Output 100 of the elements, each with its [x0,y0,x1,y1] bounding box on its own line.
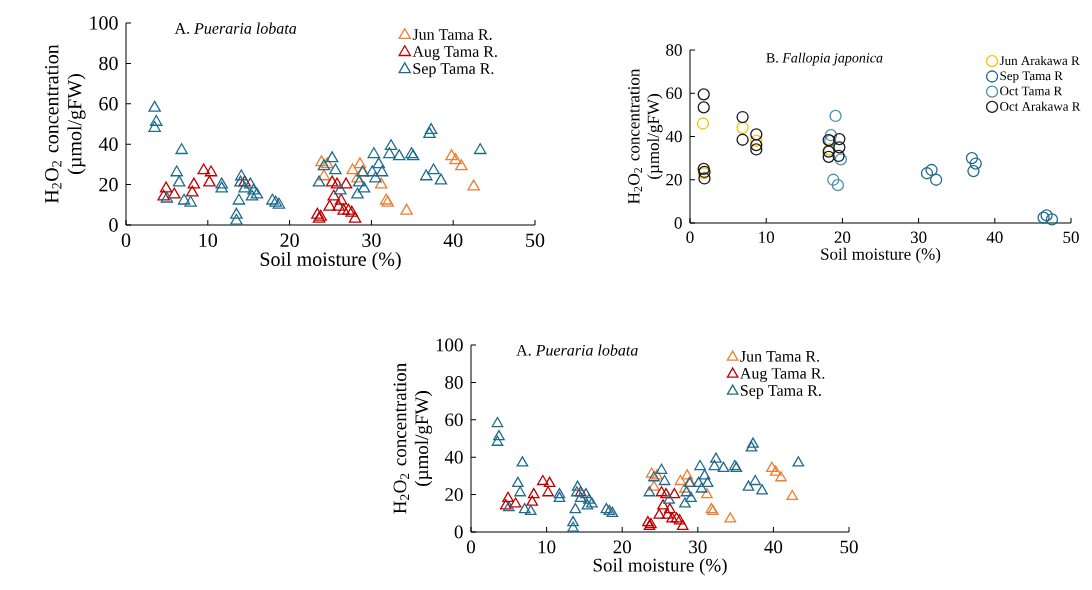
point [327,189,341,201]
point [351,187,364,199]
point [250,187,264,199]
point [681,469,694,480]
point [786,489,799,501]
point [234,175,247,187]
point [346,163,359,175]
point [185,185,199,197]
x-tick-label: 0 [466,540,476,554]
point [674,474,687,486]
point [666,512,678,523]
point [769,465,782,476]
x-tick-label: 20 [280,233,299,248]
y-tick-label: 60 [666,87,682,99]
x-tick-label: 30 [689,540,707,554]
x-tick-label: 40 [986,231,1003,244]
x-tick-label: 50 [840,540,858,554]
legend-label: Oct Arakawa R [1000,101,1081,111]
point [658,474,671,486]
point [645,467,658,478]
point [367,147,381,159]
point [325,151,339,163]
point [571,486,583,497]
y-tick-label: 60 [99,97,118,111]
point [708,459,721,471]
point [392,149,406,161]
legend-label: Sep Tama R. [413,63,494,78]
y-tick-label: 20 [99,177,118,192]
point [247,183,260,195]
point [384,139,398,151]
point [230,213,243,225]
point [831,179,844,192]
point [372,157,386,169]
point [692,476,705,488]
x-tick-label: 10 [199,233,218,248]
point [749,474,762,486]
point [149,114,163,126]
point [374,177,388,189]
point [679,482,691,493]
point [695,482,708,493]
point [337,203,350,215]
point [827,173,840,186]
point [925,163,938,177]
point [668,487,681,499]
point [697,101,710,114]
y-tick-label: 20 [666,174,682,186]
point [400,203,413,215]
point [455,159,468,171]
point [543,476,556,488]
point [493,429,505,441]
point [553,491,566,502]
point [148,100,161,112]
point [571,480,584,491]
point [235,169,248,181]
point [832,149,845,163]
point [512,476,524,488]
point [172,175,186,187]
point [197,163,210,175]
point [527,487,540,499]
point [365,165,379,177]
point [655,463,668,474]
point [653,508,666,519]
point [345,205,359,217]
point [929,173,943,186]
point [661,508,674,519]
point [352,175,366,187]
y-tick-label: 40 [98,137,118,151]
point [701,487,713,499]
point [419,169,433,181]
x-tick-label: 30 [362,233,381,248]
point [427,163,440,175]
point [348,211,362,223]
x-tick-label: 0 [121,233,131,248]
point [317,169,331,181]
legend-label: Oct Tama R [1000,86,1063,96]
point [375,165,389,177]
point [175,143,188,155]
y-tick-label: 40 [444,450,463,464]
y-tick-label: 0 [109,218,118,232]
x-tick-label: 20 [613,540,631,554]
point [655,486,668,497]
point [580,487,592,499]
point [710,452,722,463]
point [312,175,326,187]
point [829,109,842,123]
point [833,132,846,146]
point [170,165,183,177]
x-tick-label: 40 [764,540,783,554]
point [736,121,749,134]
point [742,480,755,491]
point [423,126,436,138]
point [203,175,216,187]
y-tick-label: 80 [666,44,682,56]
point [244,177,257,189]
point [245,189,259,201]
point [215,181,228,193]
legend-label: Sep Tama R [1000,71,1063,83]
chart-title: B. Fallopia japonica [766,52,883,66]
point [553,487,566,499]
point [215,177,228,189]
